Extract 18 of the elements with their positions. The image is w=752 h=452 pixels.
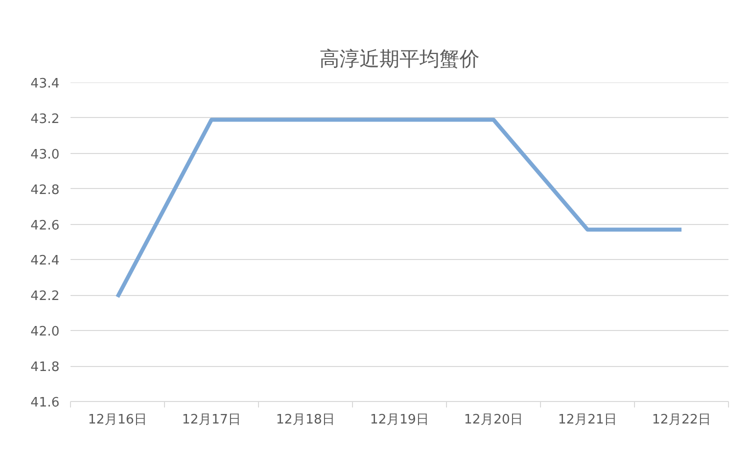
y-tick-label: 41.6 (30, 396, 60, 410)
x-tick-label: 12月22日 (652, 412, 712, 428)
x-tick-label: 12月19日 (370, 412, 430, 428)
y-tick-label: 42.6 (30, 218, 60, 234)
x-tick-label: 12月18日 (276, 412, 336, 428)
y-tick-label: 43.0 (30, 147, 60, 162)
y-tick-label: 42.4 (30, 254, 60, 269)
y-tick-label: 42.8 (30, 182, 60, 198)
y-tick-label: 42.0 (30, 324, 60, 340)
chart-title: 高淳近期平均蟹价 (320, 46, 480, 70)
y-tick-label: 43.2 (30, 112, 60, 127)
y-tick-label: 43.4 (30, 76, 60, 92)
x-tick-label: 12月17日 (182, 412, 242, 428)
y-tick-label: 42.2 (30, 289, 60, 304)
x-tick-label: 12月16日 (88, 412, 148, 428)
x-tick-label: 12月21日 (558, 412, 618, 428)
x-tick-label: 12月20日 (464, 412, 524, 428)
y-tick-label: 41.8 (30, 360, 60, 376)
